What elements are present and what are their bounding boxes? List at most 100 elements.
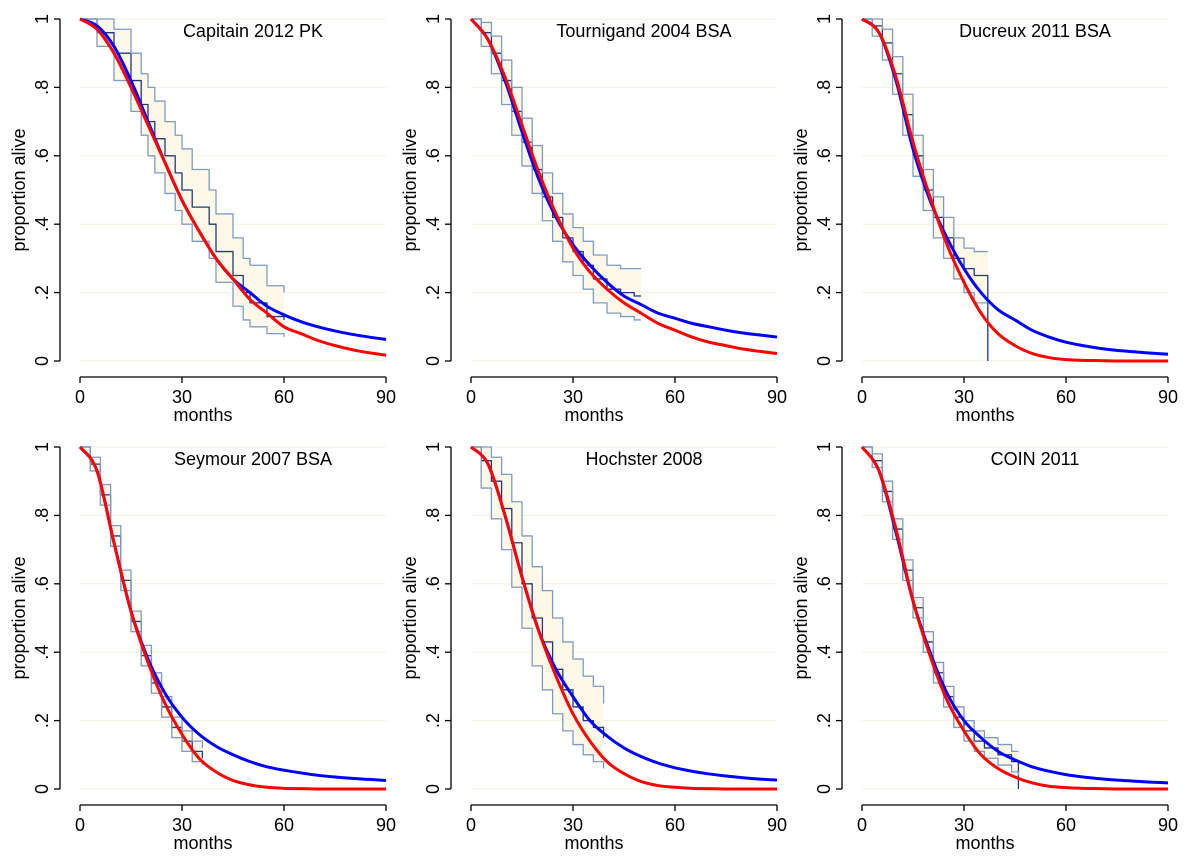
y-tick-label: 1 — [32, 14, 52, 24]
fitted-curve — [860, 446, 1168, 791]
fitted-curve — [861, 17, 1169, 356]
ci-bound — [471, 446, 605, 704]
y-tick-label: .8 — [32, 508, 52, 523]
x-tick-label: 60 — [274, 387, 294, 407]
ci-bound — [80, 446, 204, 748]
x-tick-label: 30 — [563, 815, 583, 835]
y-tick-label: 0 — [423, 784, 443, 794]
y-tick-label: 1 — [423, 14, 443, 24]
y-axis-title: proportion alive — [9, 556, 29, 679]
x-tick-label: 30 — [954, 387, 974, 407]
y-tick-label: .2 — [32, 285, 52, 300]
y-tick-label: .2 — [423, 713, 443, 728]
panel-title: Ducreux 2011 BSA — [959, 21, 1111, 41]
y-tick-label: .4 — [814, 217, 834, 232]
y-tick-label: .2 — [423, 285, 443, 300]
y-tick-label: .6 — [814, 576, 834, 591]
x-tick-label: 30 — [172, 815, 192, 835]
panel-title: Seymour 2007 BSA — [174, 449, 332, 469]
x-axis-title: months — [564, 833, 623, 853]
x-axis-title: months — [955, 833, 1014, 853]
ci-band — [471, 447, 604, 769]
chart-panel-3: 0 .2 .4 .6 .8 1 0 30 60 90 months proportion alive D… — [791, 14, 1178, 425]
fitted-curve — [78, 446, 386, 791]
ci-band — [862, 19, 988, 303]
y-tick-label: .6 — [814, 148, 834, 163]
y-tick-label: .6 — [423, 148, 443, 163]
x-axis-title: months — [564, 405, 623, 425]
x-tick-label: 90 — [767, 815, 787, 835]
panel-title: Hochster 2008 — [585, 449, 702, 469]
y-tick-label: .6 — [32, 148, 52, 163]
ci-bound — [80, 18, 285, 293]
y-tick-label: 1 — [32, 442, 52, 452]
fitted-curve — [78, 446, 387, 782]
x-tick-label: 0 — [857, 387, 867, 407]
x-tick-label: 0 — [75, 387, 85, 407]
x-tick-label: 90 — [767, 387, 787, 407]
fitted-curve — [79, 17, 387, 357]
y-tick-label: 0 — [423, 356, 443, 366]
y-tick-label: .4 — [32, 217, 52, 232]
y-tick-label: 0 — [32, 356, 52, 366]
x-tick-label: 0 — [75, 815, 85, 835]
ci-bound — [862, 18, 988, 253]
x-tick-label: 90 — [376, 815, 396, 835]
km-curve — [80, 446, 204, 759]
x-tick-label: 30 — [563, 387, 583, 407]
y-tick-label: 0 — [814, 784, 834, 794]
y-tick-label: .8 — [423, 80, 443, 95]
x-tick-label: 90 — [376, 387, 396, 407]
fitted-curve — [861, 17, 1168, 363]
y-tick-label: .6 — [423, 576, 443, 591]
chart-panel-6: 0 .2 .4 .6 .8 1 0 30 60 90 months proportion alive C… — [791, 442, 1178, 853]
y-tick-label: .8 — [814, 508, 834, 523]
y-tick-label: 1 — [423, 442, 443, 452]
x-axis-title: months — [173, 405, 232, 425]
y-tick-label: .8 — [32, 80, 52, 95]
y-tick-label: .4 — [423, 217, 443, 232]
panel-title: COIN 2011 — [991, 449, 1080, 469]
ci-bound — [862, 446, 1019, 753]
fitted-curve — [469, 18, 778, 339]
ci-bound — [80, 446, 204, 766]
x-axis-title: months — [955, 405, 1014, 425]
fitted-curve — [860, 446, 1169, 785]
chart-panel-5: 0 .2 .4 .6 .8 1 0 30 60 90 months proportion alive H… — [400, 442, 787, 853]
ci-bound — [471, 18, 641, 270]
panel-title: Tournigand 2004 BSA — [556, 21, 731, 41]
y-axis-title: proportion alive — [400, 128, 420, 251]
y-tick-label: .2 — [814, 285, 834, 300]
y-tick-label: .4 — [814, 645, 834, 660]
fitted-curve — [469, 445, 777, 791]
x-tick-label: 60 — [274, 815, 294, 835]
x-axis-title: months — [173, 833, 232, 853]
ci-bound — [471, 446, 605, 769]
y-tick-label: 0 — [814, 356, 834, 366]
x-tick-label: 0 — [466, 387, 476, 407]
ci-bound — [80, 18, 285, 338]
y-tick-label: .4 — [32, 645, 52, 660]
x-tick-label: 60 — [1056, 387, 1076, 407]
chart-panel-4: 0 .2 .4 .6 .8 1 0 30 60 90 months proportion alive S… — [9, 442, 396, 853]
x-tick-label: 0 — [466, 815, 476, 835]
fitted-curve — [469, 18, 778, 355]
y-axis-title: proportion alive — [400, 556, 420, 679]
x-tick-label: 0 — [857, 815, 867, 835]
y-axis-title: proportion alive — [9, 128, 29, 251]
y-tick-label: .6 — [32, 576, 52, 591]
x-tick-label: 30 — [172, 387, 192, 407]
x-tick-label: 90 — [1158, 387, 1178, 407]
y-tick-label: .2 — [814, 713, 834, 728]
ci-band — [471, 19, 641, 320]
ci-bound — [471, 18, 641, 321]
y-tick-label: 1 — [814, 14, 834, 24]
chart-panel-1: 0 .2 .4 .6 .8 1 0 30 60 90 months proportion alive C… — [9, 14, 396, 425]
x-tick-label: 60 — [665, 387, 685, 407]
y-tick-label: 1 — [814, 442, 834, 452]
x-tick-label: 60 — [665, 815, 685, 835]
x-tick-label: 60 — [1056, 815, 1076, 835]
x-tick-label: 30 — [954, 815, 974, 835]
y-tick-label: 0 — [32, 784, 52, 794]
